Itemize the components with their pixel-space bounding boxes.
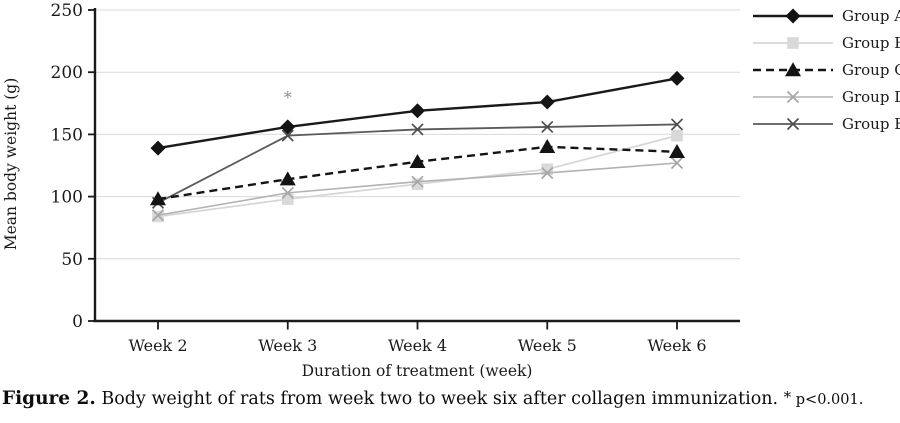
x-tick-label: Week 4 [388, 336, 447, 355]
y-tick-label: 150 [51, 125, 83, 145]
x-tick-label: Week 6 [647, 336, 706, 355]
data-point-x [281, 129, 294, 142]
data-point-x [786, 118, 800, 131]
data-point-x [541, 166, 554, 180]
data-point-x [786, 91, 800, 104]
y-tick-label: 100 [51, 188, 83, 208]
chart-legend: Group A Group B Group C Group D Group E [751, 2, 900, 138]
legend-label: Group A [842, 6, 900, 25]
data-point-x [411, 123, 424, 136]
legend-sample-x-icon [753, 118, 833, 131]
data-point-diamond [150, 140, 166, 156]
data-point-square [541, 163, 554, 176]
x-tick-label: Week 3 [258, 336, 317, 355]
legend-item: Group D [751, 84, 900, 111]
data-point-diamond [410, 103, 425, 119]
figure-caption-text: Body weight of rats from week two to wee… [101, 389, 779, 409]
legend-sample-triangle-icon [753, 62, 833, 77]
legend-label: Group B [842, 33, 900, 52]
legend-label: Group E [842, 115, 900, 134]
legend-item: Group B [751, 29, 900, 56]
data-point-square [411, 178, 424, 190]
figure-caption-label: Figure 2. [2, 388, 96, 409]
data-point-x [670, 118, 684, 131]
data-point-diamond [280, 119, 296, 135]
data-point-x [541, 120, 554, 134]
legend-sample-x-icon [753, 91, 833, 104]
data-point-triangle [409, 153, 426, 168]
x-tick-label: Week 5 [518, 336, 577, 355]
data-point-diamond [785, 8, 801, 24]
legend-label: Group D [842, 88, 900, 107]
data-point-square [671, 129, 683, 142]
data-point-diamond [669, 70, 685, 86]
data-point-triangle [669, 144, 685, 159]
x-tick-label: Week 2 [128, 336, 187, 355]
significance-asterisk: * [284, 88, 292, 107]
p-value-text: p<0.001. [795, 392, 864, 408]
legend-label: Group C [842, 60, 900, 79]
data-point-x [281, 186, 294, 199]
data-point-x [670, 156, 684, 170]
legend-item: Group C [751, 56, 900, 83]
data-point-triangle [785, 62, 801, 77]
y-tick-label: 50 [61, 250, 83, 270]
data-point-x [151, 209, 165, 222]
data-point-triangle [150, 191, 166, 206]
figure-caption: Figure 2. Body weight of rats from week … [2, 388, 863, 409]
x-axis-title: Duration of treatment (week) [302, 362, 533, 380]
significance-note: * p<0.001. [784, 388, 864, 408]
legend-sample-square-icon [753, 36, 833, 49]
data-point-diamond [539, 94, 555, 110]
data-point-triangle [279, 171, 296, 186]
y-tick-label: 200 [51, 63, 83, 83]
data-point-square [281, 193, 294, 205]
data-point-square [787, 36, 799, 49]
y-axis-title: Mean body weight (g) [2, 78, 20, 251]
legend-item: Group E [751, 111, 900, 138]
data-point-square [152, 210, 164, 223]
legend-item: Group A [751, 2, 900, 29]
line-chart: Mean body weight (g) Duration of treatme… [2, 1, 740, 380]
asterisk-marker: * [783, 388, 792, 406]
data-point-x [411, 175, 424, 188]
y-tick-label: 0 [72, 312, 83, 332]
legend-sample-diamond-icon [753, 8, 833, 24]
data-point-triangle [539, 139, 556, 154]
y-tick-label: 250 [51, 1, 83, 21]
